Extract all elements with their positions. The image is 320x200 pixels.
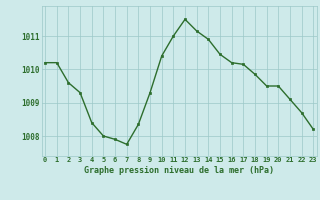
X-axis label: Graphe pression niveau de la mer (hPa): Graphe pression niveau de la mer (hPa) (84, 166, 274, 175)
